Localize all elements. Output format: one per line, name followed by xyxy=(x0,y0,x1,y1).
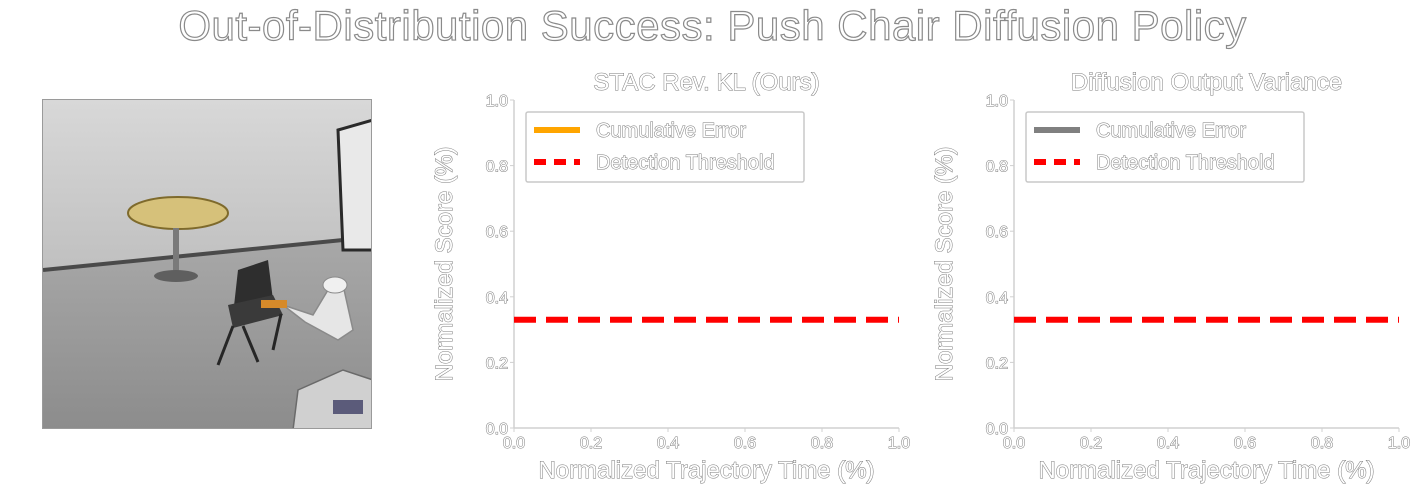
chart-title: STAC Rev. KL (Ours) xyxy=(593,69,819,96)
y-axis-label: Normalized Score (%) xyxy=(431,147,458,382)
chart-title: Diffusion Output Variance xyxy=(1071,69,1342,96)
y-tick-label: 0.0 xyxy=(986,421,1008,438)
y-tick-label: 0.4 xyxy=(486,290,508,307)
y-tick-label: 0.6 xyxy=(486,224,508,241)
y-tick-label: 1.0 xyxy=(486,93,508,110)
y-tick-label: 0.6 xyxy=(986,224,1008,241)
chart-diffusion-output-variance: Diffusion Output Variance 0.0 0.2 0.4 0.6 0.8… xyxy=(931,69,1411,485)
x-tick-label: 0.6 xyxy=(734,435,756,452)
x-tick-label: 0.8 xyxy=(811,435,833,452)
scene-illustration xyxy=(43,100,371,428)
robot-scene-image xyxy=(42,99,372,429)
y-tick-label: 0.4 xyxy=(986,290,1008,307)
x-axis-label: Normalized Trajectory Time (%) xyxy=(538,457,874,484)
x-tick-label: 0.2 xyxy=(1080,435,1102,452)
y-tick-label: 0.0 xyxy=(486,421,508,438)
legend-box xyxy=(1025,111,1305,183)
x-tick-label: 0.0 xyxy=(1003,435,1025,452)
legend-box xyxy=(525,111,805,183)
x-tick-label: 0.4 xyxy=(1157,435,1179,452)
table-leg xyxy=(173,228,179,273)
legend-label-0: Cumulative Error xyxy=(596,120,746,142)
table-base xyxy=(154,270,198,282)
y-axis-label: Normalized Score (%) xyxy=(931,147,958,382)
baseboard xyxy=(43,238,344,272)
whiteboard xyxy=(336,119,371,252)
figure-title: Out-of-Distribution Success: Push Chair … xyxy=(178,1,1247,49)
x-tick-label: 0.4 xyxy=(657,435,679,452)
x-tick-label: 1.0 xyxy=(888,435,910,452)
y-tick-label: 0.8 xyxy=(486,159,508,176)
floor xyxy=(43,240,371,428)
robot-gripper xyxy=(261,300,287,308)
x-tick-label: 0.0 xyxy=(503,435,525,452)
x-axis-label: Normalized Trajectory Time (%) xyxy=(1038,457,1374,484)
legend-label-1: Detection Threshold xyxy=(596,152,775,174)
y-tick-label: 1.0 xyxy=(986,93,1008,110)
x-tick-label: 0.8 xyxy=(1311,435,1333,452)
robot-arm xyxy=(282,284,354,341)
x-tick-label: 0.6 xyxy=(1234,435,1256,452)
legend-label-1: Detection Threshold xyxy=(1096,152,1275,174)
table-top xyxy=(127,196,229,230)
y-tick-label: 0.2 xyxy=(486,355,508,372)
y-tick-label: 0.8 xyxy=(986,159,1008,176)
y-tick-label: 0.2 xyxy=(986,355,1008,372)
legend-label-0: Cumulative Error xyxy=(1096,120,1246,142)
x-tick-label: 0.2 xyxy=(580,435,602,452)
chart-stac-rev-kl: STAC Rev. KL (Ours) 0.0 0.2 0.4 0.6 0.8 1.0 0.0… xyxy=(431,69,911,485)
x-tick-label: 1.0 xyxy=(1388,435,1410,452)
